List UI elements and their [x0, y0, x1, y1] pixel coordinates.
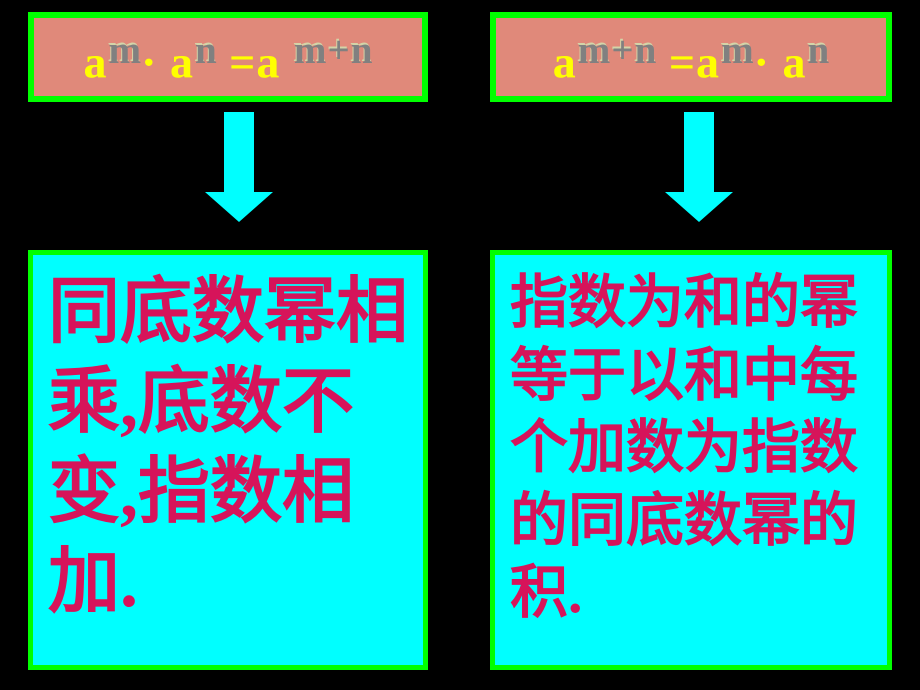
formula-right: am+nm+n =amm· ann [553, 26, 829, 88]
formula-exp: nn [806, 27, 829, 70]
formula-exp: mm [720, 27, 754, 70]
formula-box-right: am+nm+n =amm· ann [490, 12, 892, 102]
formula-part: a [170, 36, 194, 87]
formula-part: · [141, 36, 170, 87]
arrow-left [205, 112, 273, 222]
arrow-shaft [684, 112, 714, 192]
arrow-head-icon [665, 192, 733, 222]
formula-exp: m+nm+n [577, 27, 657, 70]
formula-exp: nn [194, 27, 217, 70]
formula-left: amm· ann =a m+nm+n [84, 26, 373, 88]
arrow-head-icon [205, 192, 273, 222]
formula-exp: m+nm+n [293, 27, 373, 70]
formula-part: a [782, 36, 806, 87]
formula-part: · [754, 36, 783, 87]
formula-exp: mm [108, 27, 142, 70]
text-right-content: 指数为和的幂等于以和中每个加数为指数的同底数幂的积. [510, 267, 872, 630]
formula-part: a [84, 36, 108, 87]
text-box-right: 指数为和的幂等于以和中每个加数为指数的同底数幂的积. [490, 250, 892, 670]
formula-part: =a [217, 36, 293, 87]
text-box-left: 同底数幂相乘,底数不变,指数相加. [28, 250, 428, 670]
formula-part: a [553, 36, 577, 87]
formula-part: =a [656, 36, 720, 87]
arrow-shaft [224, 112, 254, 192]
formula-box-left: amm· ann =a m+nm+n [28, 12, 428, 102]
text-left-content: 同底数幂相乘,底数不变,指数相加. [48, 267, 408, 627]
arrow-right [665, 112, 733, 222]
